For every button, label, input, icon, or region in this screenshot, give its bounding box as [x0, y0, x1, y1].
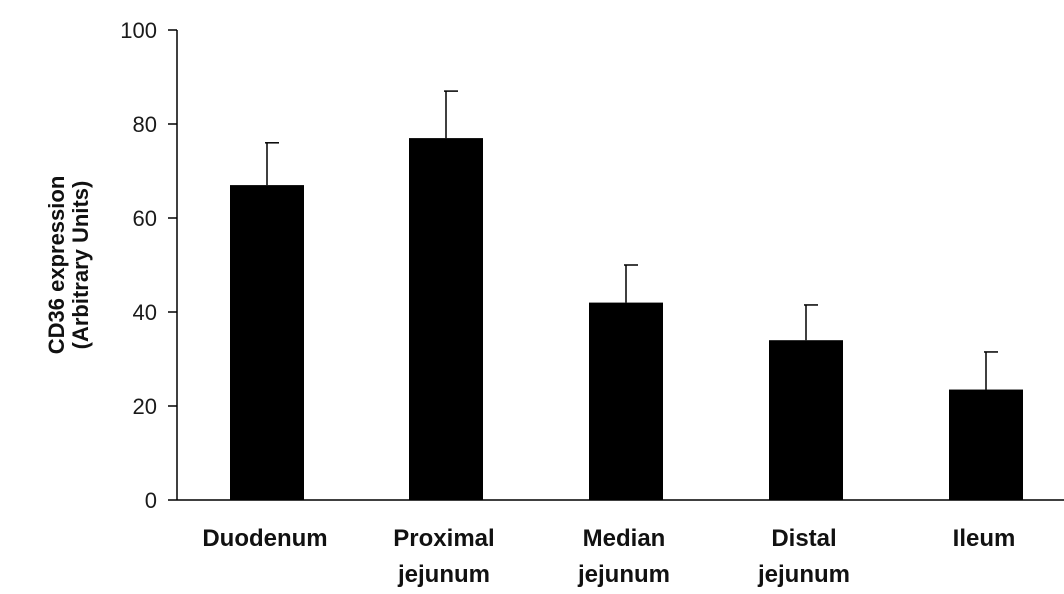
x-tick-label-line: jejunum — [577, 561, 670, 588]
y-tick-label: 40 — [133, 300, 157, 325]
bar — [409, 138, 483, 500]
x-tick-label: Ileum — [953, 525, 1016, 552]
y-tick-label: 100 — [120, 18, 157, 43]
y-tick-label: 60 — [133, 206, 157, 231]
x-tick-label: Duodenum — [202, 525, 327, 552]
y-tick-label: 20 — [133, 394, 157, 419]
y-tick-label: 0 — [145, 488, 157, 513]
x-tick-label-line: Duodenum — [202, 525, 327, 552]
bars — [230, 138, 1023, 500]
y-ticks: 0 20 40 60 80 100 — [120, 18, 177, 513]
bar — [769, 340, 843, 500]
x-tick-label-line: Ileum — [953, 525, 1016, 552]
bar — [230, 185, 304, 500]
x-tick-label-line: Median — [583, 525, 666, 552]
x-tick-label-line: Distal — [771, 525, 836, 552]
y-axis-title: CD36 expression(Arbitrary Units) — [44, 176, 93, 355]
bar — [949, 389, 1023, 500]
x-tick-label: Proximal jejunum — [393, 525, 494, 588]
x-tick-label: Distal jejunum — [757, 525, 850, 588]
x-tick-label-line: jejunum — [397, 561, 490, 588]
x-tick-label-line: Proximal — [393, 525, 494, 552]
error-bars — [265, 90, 998, 390]
y-axis-title-line: CD36 expression — [44, 176, 69, 355]
y-axis-title-text: CD36 expression(Arbitrary Units) — [44, 176, 93, 355]
y-axis-title-line: (Arbitrary Units) — [68, 181, 93, 350]
y-tick-label: 80 — [133, 112, 157, 137]
bar — [589, 302, 663, 500]
x-tick-label: Median jejunum — [577, 525, 670, 588]
x-tick-label-line: jejunum — [757, 561, 850, 588]
